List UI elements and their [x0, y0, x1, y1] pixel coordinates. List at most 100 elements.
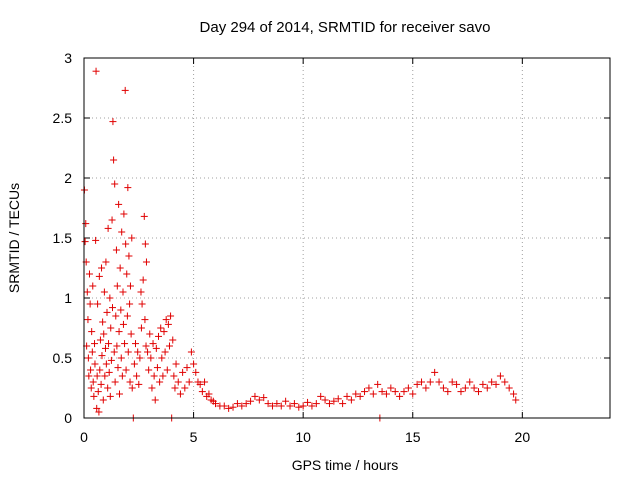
data-point: [81, 238, 89, 246]
data-point: [308, 402, 316, 410]
data-point: [339, 400, 347, 408]
data-point: [121, 86, 129, 94]
data-point: [89, 378, 97, 386]
data-point: [470, 384, 478, 392]
data-point: [101, 344, 109, 352]
data-point: [255, 396, 263, 404]
data-point: [187, 348, 195, 356]
data-point: [119, 288, 127, 296]
data-point: [100, 330, 108, 338]
data-point: [161, 348, 169, 356]
y-tick-label: 1.5: [53, 230, 73, 246]
data-point: [108, 304, 116, 312]
data-point: [89, 282, 97, 290]
data-point: [260, 394, 268, 402]
data-point: [139, 276, 147, 284]
data-point: [96, 366, 104, 374]
data-point: [391, 388, 399, 396]
data-point: [396, 392, 404, 400]
data-point: [119, 320, 127, 328]
data-point: [374, 380, 382, 388]
data-point: [103, 308, 111, 316]
data-point: [85, 372, 93, 380]
data-point: [146, 330, 154, 338]
data-point: [142, 258, 150, 266]
y-tick-label: 2.5: [53, 110, 73, 126]
data-point: [110, 348, 118, 356]
x-tick-label: 10: [295, 429, 311, 445]
data-point: [461, 384, 469, 392]
data-point: [176, 390, 184, 398]
data-point: [512, 396, 520, 404]
data-point: [382, 390, 390, 398]
data-point: [356, 392, 364, 400]
data-point: [114, 364, 122, 372]
data-point: [122, 240, 130, 248]
data-point: [87, 366, 95, 374]
data-point: [282, 397, 290, 405]
data-point: [96, 336, 104, 344]
data-point: [171, 384, 179, 392]
data-point: [101, 372, 109, 380]
grid-lines: [84, 58, 610, 418]
data-point: [141, 316, 149, 324]
data-point: [99, 318, 107, 326]
data-point: [88, 328, 96, 336]
data-point: [92, 67, 100, 75]
data-point: [111, 180, 119, 188]
data-point: [113, 282, 121, 290]
data-point: [192, 368, 200, 376]
data-point: [126, 282, 134, 290]
data-point: [130, 360, 138, 368]
data-point: [431, 368, 439, 376]
data-point: [422, 384, 430, 392]
data-point: [510, 390, 518, 398]
data-point: [304, 398, 312, 406]
data-point: [136, 354, 144, 362]
data-point: [321, 396, 329, 404]
data-point: [107, 356, 115, 364]
data-point: [212, 400, 219, 408]
data-point: [148, 384, 156, 392]
data-point: [387, 384, 395, 392]
data-point: [159, 372, 167, 380]
data-point: [97, 380, 105, 388]
y-tick-label: 1: [64, 290, 72, 306]
data-point: [378, 388, 386, 396]
data-point: [426, 378, 434, 386]
data-point: [501, 378, 509, 386]
data-point: [105, 340, 113, 348]
data-point: [83, 288, 91, 296]
data-point: [137, 288, 145, 296]
data-point: [126, 300, 134, 308]
data-point: [115, 200, 123, 208]
data-point: [108, 216, 116, 224]
data-point: [132, 340, 140, 348]
data-point: [156, 378, 164, 386]
data-point: [106, 294, 114, 302]
data-point: [361, 388, 369, 396]
data-point: [94, 388, 102, 396]
data-point: [104, 224, 112, 232]
data-point: [116, 264, 124, 272]
data-point: [147, 354, 155, 362]
data-point: [325, 400, 333, 408]
data-point: [151, 396, 159, 404]
data-points: [80, 67, 520, 422]
data-point: [181, 384, 189, 392]
data-point: [138, 300, 146, 308]
x-tick-label: 20: [515, 429, 531, 445]
data-point: [179, 368, 187, 376]
data-point: [172, 360, 180, 368]
data-point: [299, 402, 307, 410]
x-tick-label: 15: [405, 429, 421, 445]
data-point: [466, 378, 474, 386]
data-point: [347, 396, 355, 404]
data-point: [126, 378, 134, 386]
data-point: [238, 402, 246, 410]
axis-ticks: [83, 57, 610, 419]
x-tick-label: 0: [80, 429, 88, 445]
data-point: [133, 372, 141, 380]
data-point: [92, 236, 100, 244]
data-point: [158, 354, 166, 362]
